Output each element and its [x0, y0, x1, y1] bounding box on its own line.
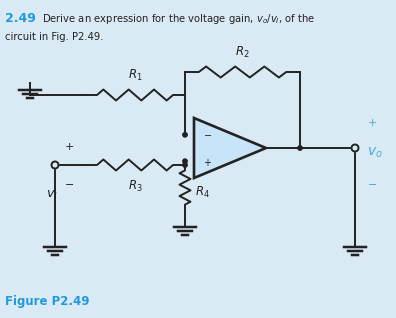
- Text: $+$: $+$: [367, 117, 377, 128]
- Text: $-$: $-$: [64, 178, 74, 188]
- Circle shape: [183, 133, 187, 137]
- Text: 2.49: 2.49: [5, 12, 36, 25]
- Text: $+$: $+$: [64, 142, 74, 153]
- Text: $R_4$: $R_4$: [195, 185, 210, 200]
- Text: circuit in Fig. P2.49.: circuit in Fig. P2.49.: [5, 32, 103, 42]
- Circle shape: [183, 159, 187, 163]
- Text: $v_o$: $v_o$: [367, 146, 383, 160]
- Text: $R_1$: $R_1$: [128, 68, 142, 83]
- Text: Figure P2.49: Figure P2.49: [5, 295, 89, 308]
- Text: $-$: $-$: [367, 178, 377, 188]
- Text: $-$: $-$: [204, 129, 213, 139]
- Text: $R_3$: $R_3$: [128, 179, 142, 194]
- Text: $v_I$: $v_I$: [46, 189, 58, 202]
- Circle shape: [298, 146, 302, 150]
- Polygon shape: [194, 118, 266, 178]
- Circle shape: [352, 144, 358, 151]
- Text: Derive an expression for the voltage gain, $v_o/v_I$, of the: Derive an expression for the voltage gai…: [42, 12, 315, 26]
- Text: $R_2$: $R_2$: [235, 45, 250, 60]
- Circle shape: [183, 163, 187, 167]
- Text: $+$: $+$: [204, 157, 213, 168]
- Circle shape: [51, 162, 59, 169]
